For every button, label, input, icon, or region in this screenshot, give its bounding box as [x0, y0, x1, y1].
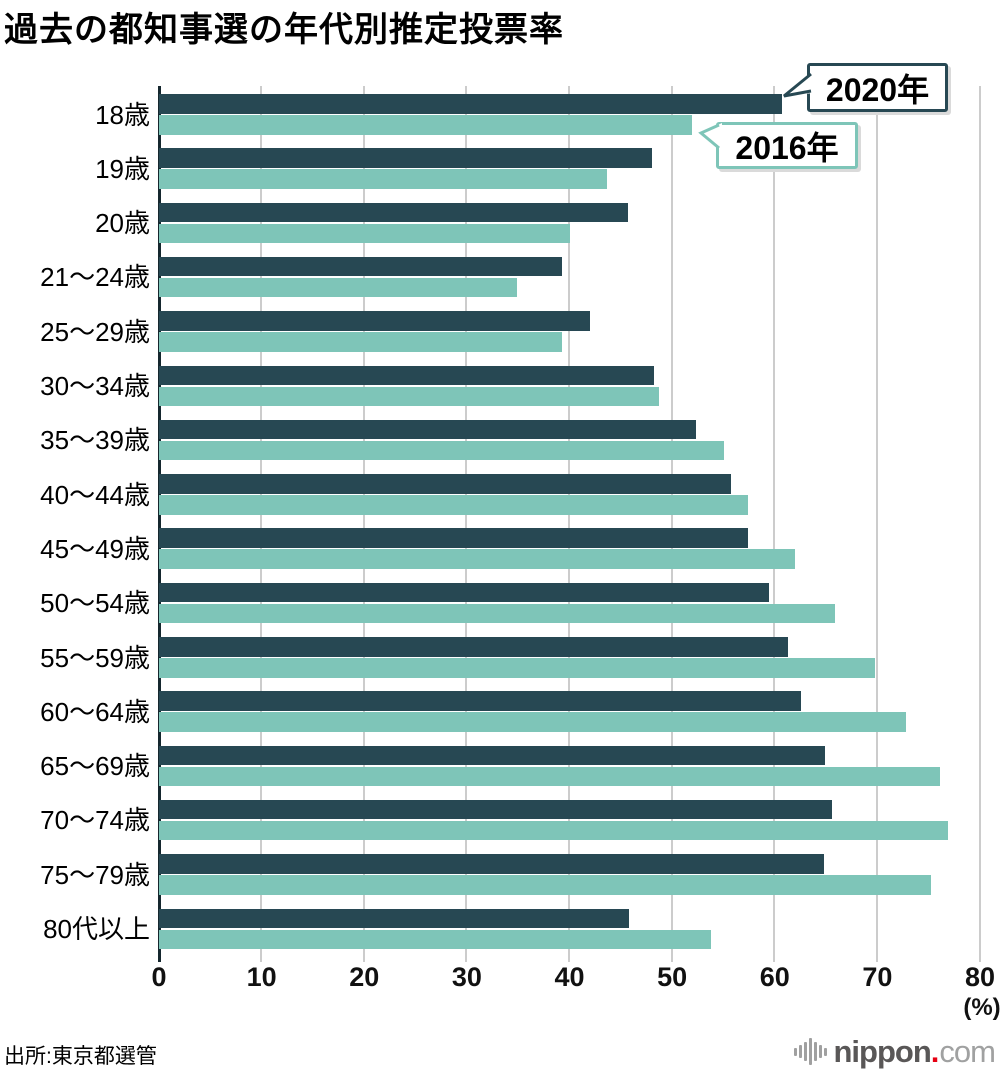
- bar-2020-2: [159, 202, 628, 223]
- x-axis-unit-label: (%): [963, 994, 1000, 1021]
- gridline: [773, 86, 776, 962]
- x-tick-label: 60: [759, 962, 790, 992]
- category-label: 80代以上: [43, 914, 150, 944]
- bar-chart: 18歳 19歳 20歳 21〜24歳 25〜29歳 30〜34歳 35〜39歳 40〜44歳 4…: [40, 63, 1000, 1021]
- bar-2020-3: [159, 256, 563, 277]
- bar-2020-9: [159, 582, 769, 603]
- bar-2016-3: [159, 277, 518, 298]
- source-note: 出所:東京都選管: [4, 1045, 157, 1068]
- bar-2016-8: [159, 549, 796, 569]
- x-tick-label: 80: [964, 962, 996, 992]
- bar-2020-7: [159, 474, 731, 494]
- bar-2020-4: [159, 311, 591, 331]
- x-tick-label: 30: [451, 962, 482, 992]
- gridline: [568, 86, 570, 962]
- bar-2016-7: [159, 495, 749, 515]
- logo-text-tld: com: [939, 1034, 996, 1069]
- bar-2016-15: [159, 929, 712, 949]
- bar-2016-5: [159, 386, 659, 406]
- category-label: 70〜74歳: [40, 805, 150, 836]
- legend-label-2020: 2020年: [825, 71, 930, 108]
- bar-2020-8: [159, 528, 749, 548]
- legend-label-2016: 2016年: [735, 129, 839, 166]
- gridline: [260, 86, 263, 962]
- bar-2016-9: [159, 603, 836, 624]
- bar-2016-6: [159, 440, 725, 461]
- bar-2020-0: [159, 94, 782, 114]
- x-tick-label: 50: [657, 962, 688, 992]
- chart-title: 過去の都知事選の年代別推定投票率: [4, 11, 564, 49]
- bar-2016-4: [159, 332, 563, 352]
- x-tick-label: 70: [862, 962, 893, 992]
- category-label: 50〜54歳: [40, 588, 150, 619]
- category-label: 40〜44歳: [40, 479, 150, 510]
- logo-text-main: nippon: [833, 1034, 932, 1069]
- gridline: [465, 86, 468, 962]
- bar-2020-13: [159, 799, 833, 820]
- bar-2020-15: [159, 908, 630, 928]
- gridline: [875, 86, 878, 962]
- bar-2016-14: [159, 875, 931, 895]
- bar-2020-11: [159, 691, 802, 711]
- category-label: 25〜29歳: [40, 316, 150, 347]
- bar-2020-6: [159, 419, 696, 440]
- category-label: 30〜34歳: [40, 371, 150, 401]
- category-label: 45〜49歳: [40, 533, 150, 564]
- bar-2020-5: [159, 365, 654, 385]
- category-label: 35〜39歳: [40, 425, 150, 456]
- x-tick-label: 40: [554, 962, 585, 992]
- category-label: 19歳: [95, 153, 150, 184]
- legend-callout-2020: 2020年: [807, 63, 948, 112]
- bar-2016-12: [159, 766, 940, 787]
- logo-text-dot: .: [930, 1034, 940, 1069]
- category-label: 55〜59歳: [40, 642, 150, 673]
- bar-2020-1: [159, 148, 652, 168]
- bar-2016-10: [159, 658, 876, 678]
- y-axis-line: [157, 86, 161, 962]
- nippon-logo-text: nippon.com: [834, 1036, 996, 1067]
- category-label: 20歳: [95, 208, 150, 239]
- category-label: 75〜79歳: [40, 859, 150, 890]
- soundwave-icon: [793, 1037, 827, 1067]
- gridline: [362, 86, 365, 962]
- bar-2016-2: [159, 223, 570, 244]
- bar-2020-12: [159, 745, 826, 766]
- bar-2016-0: [159, 115, 692, 135]
- gridline: [670, 86, 673, 962]
- bar-2020-14: [159, 854, 824, 874]
- gridline: [978, 86, 981, 962]
- bar-2016-13: [159, 820, 949, 841]
- category-label: 60〜64歳: [40, 696, 150, 727]
- x-tick-label: 20: [349, 962, 380, 992]
- x-tick-label: 0: [151, 962, 167, 992]
- legend-callout-2016: 2016年: [716, 122, 858, 169]
- category-label: 18歳: [95, 99, 150, 130]
- category-label: 21〜24歳: [40, 262, 150, 293]
- bar-2016-11: [159, 712, 907, 732]
- x-tick-label: 10: [246, 962, 277, 992]
- bar-2016-1: [159, 169, 608, 189]
- bar-2020-10: [159, 637, 789, 657]
- nippon-logo: nippon.com: [793, 1036, 996, 1067]
- category-label: 65〜69歳: [40, 751, 150, 782]
